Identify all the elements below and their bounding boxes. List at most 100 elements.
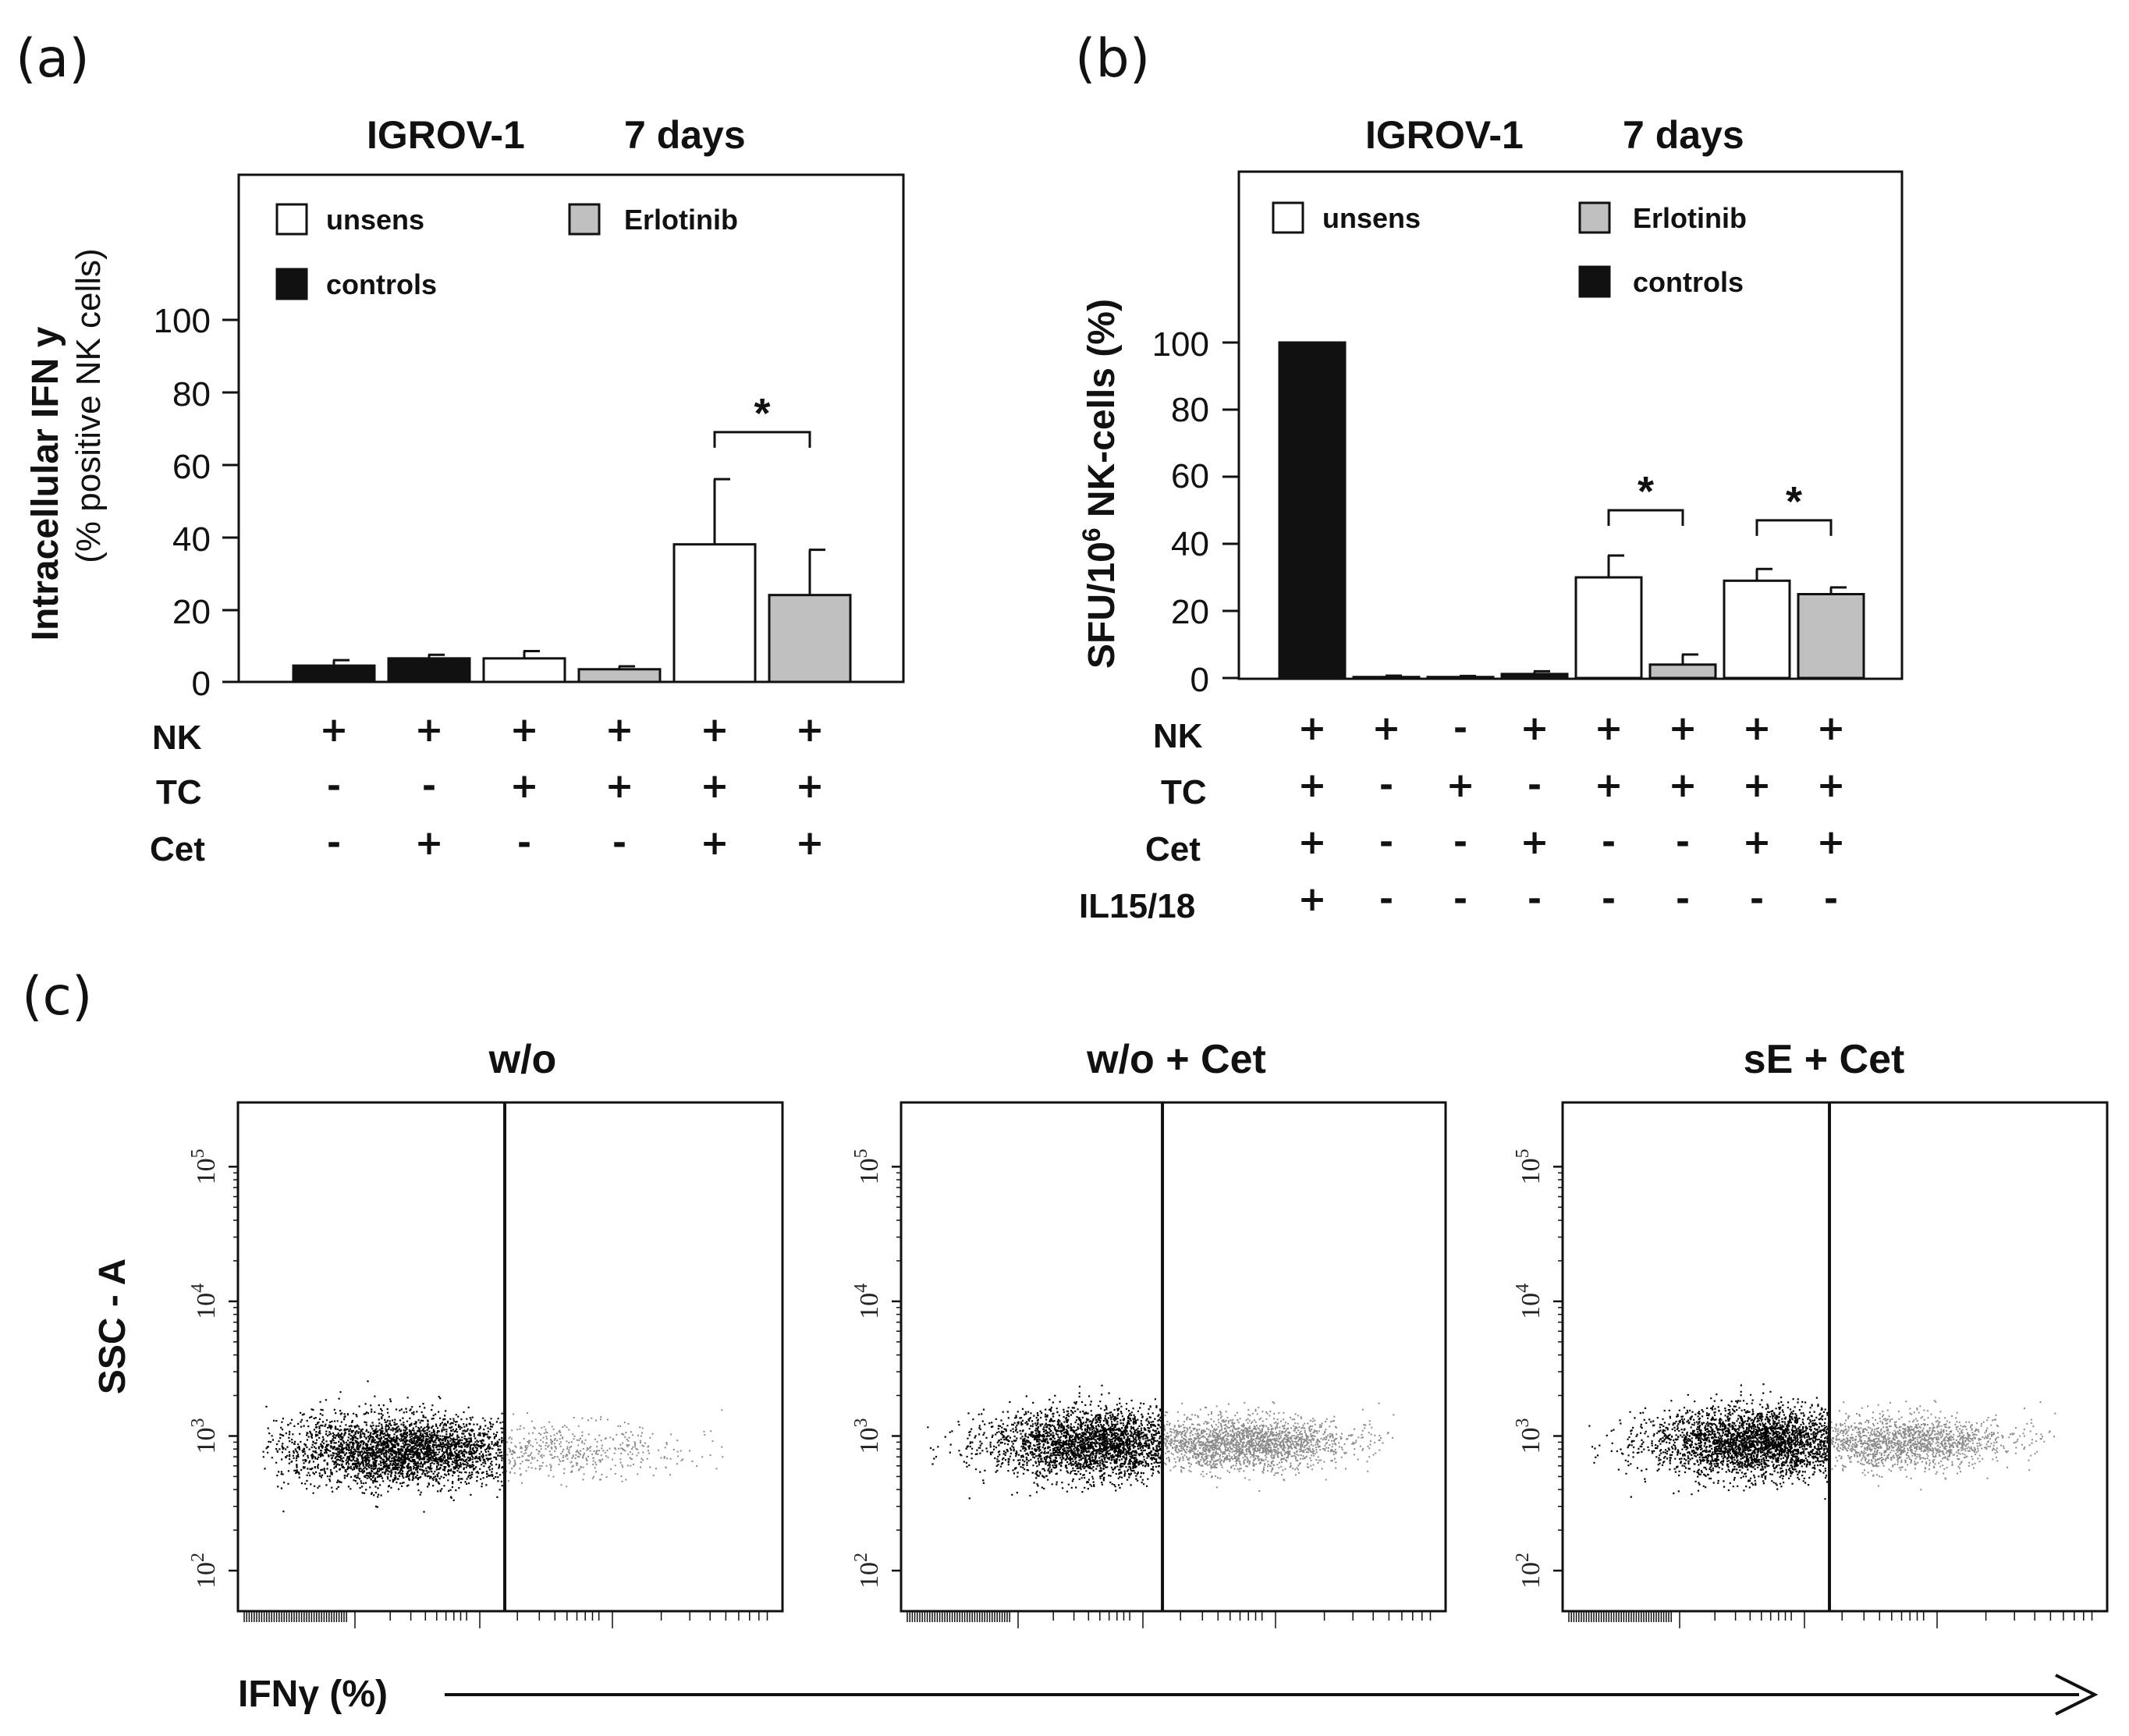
panel-b-ytick-60: 60 (1171, 457, 1209, 495)
panel-label-a: (a) (16, 28, 90, 90)
cond-b-il1518-label: IL15/18 (1079, 887, 1195, 925)
flow-plot-2-dots (927, 1384, 1395, 1500)
legend-a-unsens-label: unsens (326, 204, 424, 236)
bar-a-2 (387, 657, 471, 683)
cond-b-r3-c7: + (1743, 822, 1772, 862)
sig-bracket-b-2 (1755, 519, 1833, 536)
legend-b-erlotinib-swatch (1578, 201, 1611, 234)
cond-a-nk-label: NK (152, 719, 202, 757)
cond-b-r3-c4: + (1520, 822, 1549, 862)
legend-a-erlotinib-swatch (568, 203, 601, 236)
cond-b-r2-c4: - (1528, 765, 1542, 805)
bar-a-1 (292, 664, 376, 683)
flow-plot-2-negative-events (927, 1384, 1164, 1500)
flow-plot-1-ytick-1: 105 (188, 1148, 221, 1184)
cond-b-r1-c3: - (1453, 708, 1467, 748)
bar-b-7 (1723, 579, 1791, 680)
cond-b-r4-c7: - (1750, 879, 1764, 919)
panel-b-yaxis: 100 80 60 40 20 0 (1152, 325, 1239, 699)
cond-b-tc-label: TC (1161, 773, 1207, 811)
error-bar-a-5 (713, 477, 730, 545)
panel-a-yaxis: 100 80 60 40 20 0 (154, 302, 239, 703)
panel-b-plot-frame (1237, 170, 1904, 680)
cond-a-r2-c5: + (701, 766, 729, 806)
legend-b-controls-swatch (1578, 265, 1611, 298)
cond-b-cet-label: Cet (1145, 830, 1201, 868)
bar-a-3 (482, 657, 566, 683)
cond-b-r3-c8: + (1817, 822, 1846, 862)
flow-plot-3-frame (1561, 1101, 2109, 1613)
flow-plot-2-yaxis: 105 104 103 102 (851, 1148, 901, 1589)
flow-plot-1-ytick-2: 104 (188, 1283, 221, 1319)
bar-b-2 (1352, 676, 1421, 680)
flow-plot-2-ytick-3: 103 (851, 1418, 884, 1454)
panel-label-c: (c) (22, 966, 92, 1028)
panel-a-plot-frame (237, 173, 905, 683)
flow-plot-1-negative-events (262, 1380, 506, 1513)
cond-b-r3-c3: - (1453, 822, 1467, 862)
cond-a-r3-c2: + (415, 823, 444, 863)
cond-b-nk-label: NK (1153, 717, 1203, 755)
flow-plot-2-ytick-2: 104 (851, 1283, 884, 1319)
cond-a-r2-c6: + (796, 766, 825, 806)
cond-b-r1-c5: + (1595, 708, 1623, 748)
legend-a-unsens-swatch (275, 203, 308, 236)
flow-plot-3-negative-events (1588, 1383, 1831, 1500)
cond-a-r1-c3: + (510, 710, 539, 750)
legend-b-unsens-swatch (1272, 201, 1304, 234)
panel-b-error-bars (1385, 554, 1847, 677)
cond-b-r1-c8: + (1817, 708, 1846, 748)
flow-plot-3-ytick-1: 105 (1513, 1148, 1545, 1184)
cond-b-r1-c1: + (1298, 708, 1327, 748)
flow-plot-3-xaxis (1568, 1611, 2093, 1628)
panel-b-ytick-20: 20 (1171, 593, 1209, 631)
bar-a-4 (577, 668, 662, 683)
flow-plot-3-title: sE + Cet (1744, 1037, 1905, 1082)
cond-b-r2-c1: + (1298, 765, 1327, 805)
cond-b-r4-c4: - (1528, 879, 1542, 919)
cond-b-r1-c7: + (1743, 708, 1772, 748)
panel-b-ytick-0: 0 (1190, 661, 1209, 699)
flow-plot-2-xaxis (907, 1611, 1432, 1628)
panel-b-ytick-40: 40 (1171, 525, 1209, 563)
flow-plot-2-ytick-1: 105 (851, 1148, 884, 1184)
flow-plot-1-dots (262, 1380, 724, 1513)
flow-plot-1-positive-events (506, 1409, 724, 1488)
cond-a-r2-c4: + (605, 766, 634, 806)
legend-a-controls-label: controls (326, 268, 437, 300)
cond-a-r3-c3: - (517, 823, 531, 863)
panel-a-chart: unsens Erlotinib controls Intracellular … (25, 173, 905, 868)
error-bar-b-7 (1755, 567, 1772, 581)
bar-b-1 (1278, 341, 1347, 680)
bar-b-8 (1797, 593, 1865, 680)
flow-plot-2-xticks (907, 1611, 1432, 1628)
panel-c-xlabel: IFNγ (%) (238, 1674, 388, 1715)
cond-b-r3-c5: - (1602, 822, 1616, 862)
flow-plot-1-xaxis (243, 1611, 768, 1628)
sig-star-b-1: * (1638, 468, 1654, 515)
legend-b-unsens-label: unsens (1322, 202, 1421, 234)
panel-label-b: (b) (1075, 28, 1150, 90)
panel-a-ytick-20: 20 (172, 593, 211, 631)
panel-a-ytick-100: 100 (154, 302, 211, 340)
cond-b-r2-c6: + (1669, 765, 1698, 805)
cond-a-r3-c5: + (701, 823, 729, 863)
error-bar-b-4 (1533, 669, 1550, 674)
cond-b-r3-c2: - (1379, 822, 1393, 862)
panel-a-subtitle: 7 days (624, 113, 746, 157)
cond-b-r4-c5: - (1602, 879, 1616, 919)
cond-a-r3-c4: - (612, 823, 626, 863)
error-bar-b-8 (1829, 586, 1847, 595)
flow-plot-3-dots (1588, 1383, 2056, 1500)
panel-b-ytick-80: 80 (1171, 391, 1209, 429)
flow-plot-3-yaxis: 105 104 103 102 (1513, 1148, 1563, 1589)
cond-a-r2-c2: - (422, 766, 436, 806)
cond-a-r1-c2: + (415, 710, 444, 750)
panel-c-x-arrow-head (2055, 1674, 2099, 1716)
sig-star-a-1: * (754, 390, 770, 437)
flow-plot-2-frame (900, 1101, 1447, 1613)
panel-b-title: IGROV-1 (1365, 113, 1524, 157)
bar-b-4 (1500, 673, 1569, 680)
panel-b-bars (1278, 341, 1865, 680)
